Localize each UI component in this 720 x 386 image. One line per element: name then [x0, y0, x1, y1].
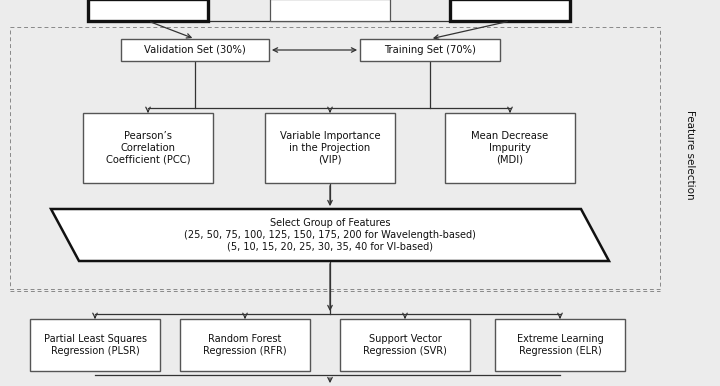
FancyBboxPatch shape	[340, 319, 470, 371]
FancyBboxPatch shape	[450, 0, 570, 21]
FancyBboxPatch shape	[83, 113, 213, 183]
FancyBboxPatch shape	[360, 39, 500, 61]
Text: Feature selection: Feature selection	[685, 110, 695, 200]
FancyBboxPatch shape	[88, 0, 208, 21]
Polygon shape	[51, 209, 609, 261]
Text: Support Vector
Regression (SVR): Support Vector Regression (SVR)	[363, 334, 447, 356]
FancyBboxPatch shape	[445, 113, 575, 183]
Bar	[10, 27, 660, 289]
Text: Random Forest
Regression (RFR): Random Forest Regression (RFR)	[203, 334, 287, 356]
Text: Partial Least Squares
Regression (PLSR): Partial Least Squares Regression (PLSR)	[43, 334, 146, 356]
FancyBboxPatch shape	[270, 0, 390, 21]
FancyBboxPatch shape	[495, 319, 625, 371]
FancyBboxPatch shape	[180, 319, 310, 371]
FancyBboxPatch shape	[265, 113, 395, 183]
Text: Validation Set (30%): Validation Set (30%)	[144, 45, 246, 55]
Text: Variable Importance
in the Projection
(VIP): Variable Importance in the Projection (V…	[279, 131, 380, 164]
Text: Pearson’s
Correlation
Coefficient (PCC): Pearson’s Correlation Coefficient (PCC)	[106, 131, 190, 164]
Text: Extreme Learning
Regression (ELR): Extreme Learning Regression (ELR)	[517, 334, 603, 356]
FancyBboxPatch shape	[30, 319, 160, 371]
Text: Mean Decrease
Impurity
(MDI): Mean Decrease Impurity (MDI)	[472, 131, 549, 164]
Text: Select Group of Features
(25, 50, 75, 100, 125, 150, 175, 200 for Wavelength-bas: Select Group of Features (25, 50, 75, 10…	[184, 218, 476, 252]
Text: Training Set (70%): Training Set (70%)	[384, 45, 476, 55]
FancyBboxPatch shape	[121, 39, 269, 61]
